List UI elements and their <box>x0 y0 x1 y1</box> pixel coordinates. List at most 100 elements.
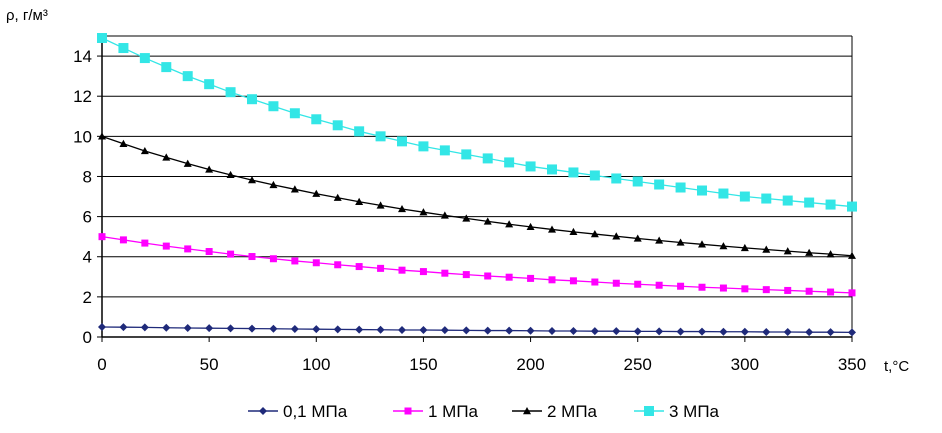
x-tick-label: 100 <box>302 355 330 374</box>
data-point <box>804 197 815 208</box>
data-point <box>655 236 664 244</box>
data-point <box>162 242 170 250</box>
series-line <box>101 37 853 208</box>
y-tick-label: 8 <box>83 167 92 186</box>
data-point <box>289 108 300 119</box>
data-point <box>247 94 257 105</box>
legend-label: 2 МПа <box>547 402 598 421</box>
grid-lines <box>102 35 853 337</box>
data-point <box>719 242 728 250</box>
data-point <box>848 251 856 259</box>
data-point <box>698 283 706 291</box>
data-point <box>805 287 813 295</box>
data-point <box>183 159 192 167</box>
data-point <box>333 325 342 334</box>
series-3 <box>98 132 856 259</box>
series-2 <box>98 233 856 297</box>
data-point <box>676 238 685 246</box>
data-point <box>633 327 642 336</box>
data-point <box>569 326 578 335</box>
data-point <box>440 326 449 335</box>
data-point <box>269 255 277 263</box>
legend-item: 0,1 МПа <box>248 402 348 421</box>
data-point <box>355 325 364 334</box>
data-point <box>762 327 771 336</box>
data-point <box>568 167 579 178</box>
data-point <box>483 326 492 335</box>
data-point <box>183 323 192 332</box>
data-point <box>740 243 749 252</box>
series-4 <box>97 33 857 212</box>
axes <box>97 36 853 342</box>
data-point <box>227 250 235 258</box>
data-point <box>333 193 342 201</box>
data-point <box>419 325 428 334</box>
data-point <box>439 145 450 156</box>
data-point <box>205 324 214 333</box>
data-point <box>419 208 428 216</box>
data-point <box>654 179 665 190</box>
data-point <box>548 276 556 284</box>
x-tick-label: 150 <box>409 355 437 374</box>
legend-marker <box>404 407 412 415</box>
data-point <box>248 176 256 184</box>
data-point <box>655 327 664 336</box>
data-point <box>697 185 707 196</box>
data-point <box>826 250 835 258</box>
data-point <box>226 324 235 333</box>
legend-item: 1 МПа <box>393 402 479 421</box>
y-tick-label: 0 <box>83 328 92 347</box>
x-tick-label: 250 <box>624 355 652 374</box>
data-point <box>225 87 236 98</box>
series-group <box>97 33 857 337</box>
legend-marker <box>259 407 267 415</box>
series-1 <box>98 322 856 337</box>
data-point <box>334 261 342 269</box>
data-point <box>398 204 406 213</box>
data-point <box>676 327 685 336</box>
data-point <box>505 273 513 281</box>
data-point <box>312 325 321 334</box>
data-point <box>161 62 172 73</box>
data-point <box>782 195 793 206</box>
data-point <box>162 153 171 161</box>
data-point <box>825 199 836 210</box>
data-point <box>418 141 429 152</box>
data-point <box>440 211 449 219</box>
data-point <box>376 325 385 334</box>
data-point <box>119 323 128 332</box>
data-point <box>805 248 814 256</box>
data-point <box>739 191 750 202</box>
data-point <box>612 232 621 240</box>
data-point <box>268 101 279 112</box>
data-point <box>719 284 727 292</box>
data-point <box>505 326 514 335</box>
series-line <box>101 135 853 257</box>
data-point <box>484 272 492 280</box>
y-tick-label: 14 <box>73 47 92 66</box>
data-point <box>633 234 642 242</box>
data-point <box>826 328 835 337</box>
series-line <box>101 326 853 334</box>
legend-label: 3 МПа <box>669 402 720 421</box>
data-point <box>569 277 577 285</box>
data-point <box>527 274 535 282</box>
y-tick-label: 4 <box>83 248 92 267</box>
data-point <box>783 247 792 255</box>
data-point <box>269 180 278 189</box>
data-point <box>377 264 385 272</box>
x-tick-label: 0 <box>97 355 106 374</box>
data-point <box>204 79 215 90</box>
data-point <box>591 278 599 286</box>
series-line <box>101 236 853 294</box>
data-point <box>398 325 406 334</box>
data-point <box>419 268 427 276</box>
data-point <box>118 43 129 54</box>
data-point <box>332 120 343 131</box>
data-point <box>784 286 792 294</box>
legend-item: 2 МПа <box>512 402 598 421</box>
data-point <box>526 222 535 231</box>
data-point <box>354 126 365 137</box>
data-point <box>375 131 386 142</box>
